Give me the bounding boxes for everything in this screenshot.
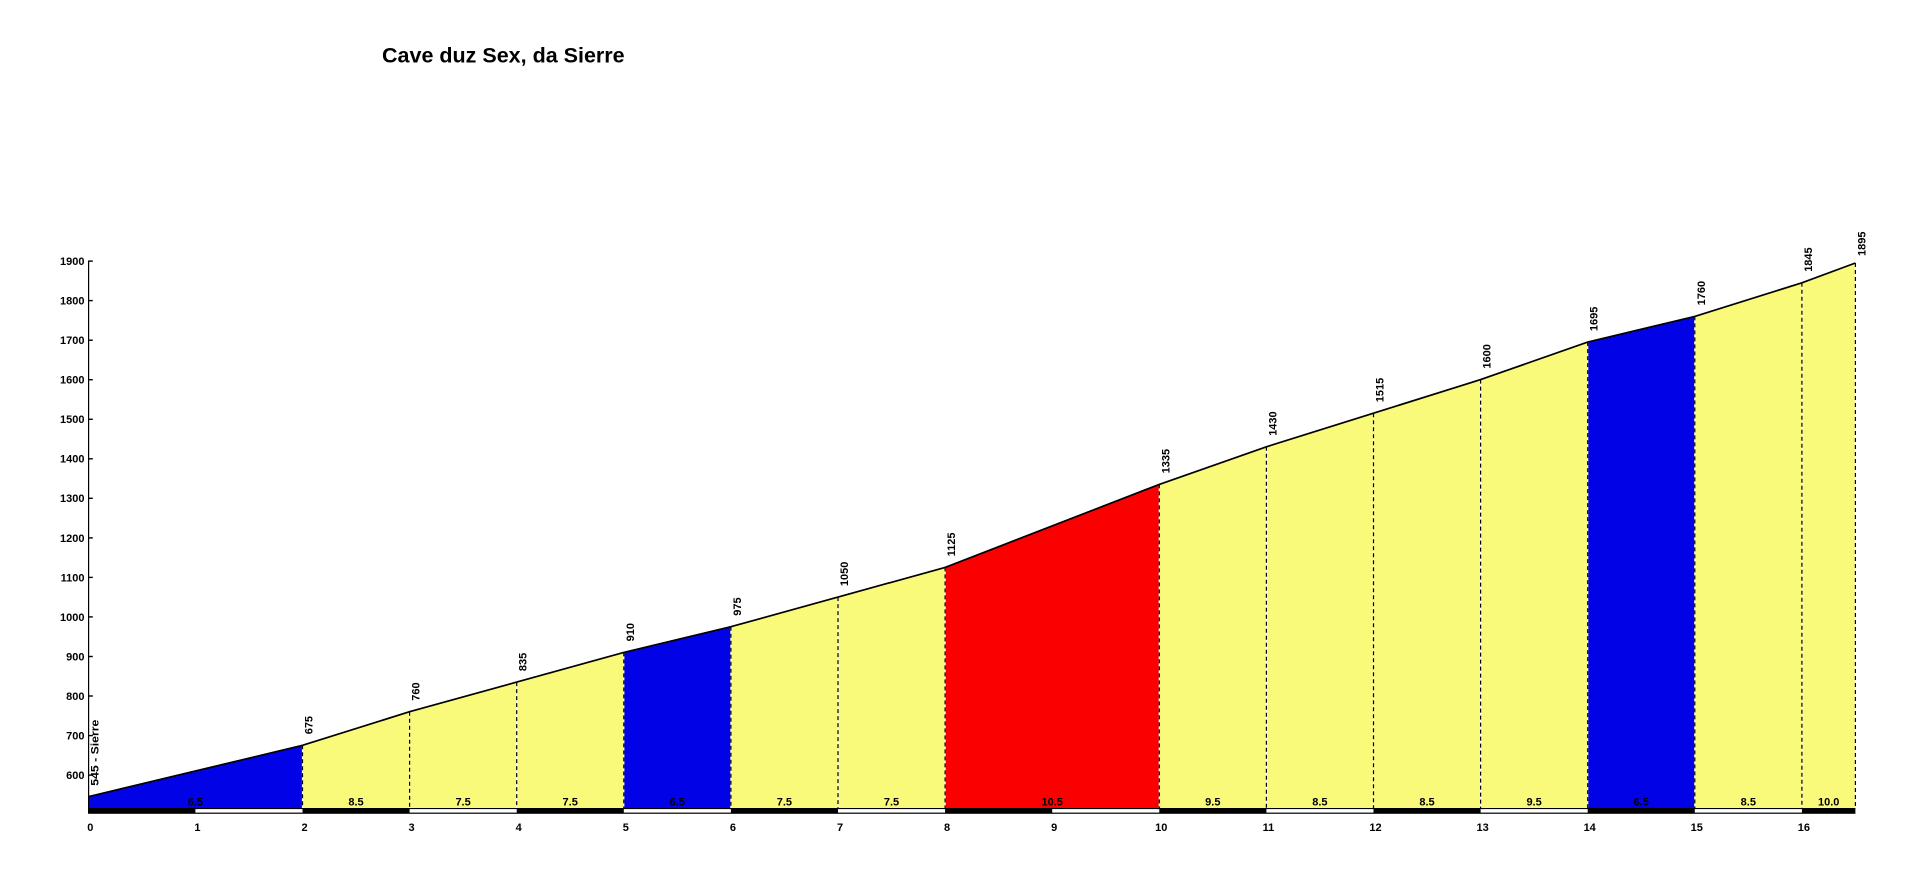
svg-text:1200: 1200	[60, 533, 84, 545]
svg-text:1050: 1050	[839, 562, 851, 586]
svg-text:3: 3	[409, 822, 415, 834]
svg-text:1125: 1125	[946, 533, 958, 557]
svg-text:1760: 1760	[1696, 281, 1708, 305]
svg-text:11: 11	[1263, 822, 1275, 834]
svg-text:0: 0	[87, 822, 93, 834]
svg-text:900: 900	[66, 651, 84, 663]
svg-text:1400: 1400	[60, 454, 84, 466]
svg-text:675: 675	[304, 716, 316, 734]
svg-text:8.5: 8.5	[1312, 797, 1327, 809]
svg-text:4: 4	[516, 822, 523, 834]
svg-text:8.5: 8.5	[348, 797, 363, 809]
svg-text:835: 835	[518, 653, 530, 671]
svg-text:2: 2	[301, 822, 307, 834]
svg-text:1430: 1430	[1267, 411, 1279, 435]
svg-text:6.5: 6.5	[1634, 797, 1649, 809]
svg-text:1515: 1515	[1375, 378, 1387, 402]
svg-text:10: 10	[1155, 822, 1167, 834]
svg-text:1100: 1100	[61, 572, 85, 584]
svg-text:1900: 1900	[60, 256, 84, 268]
svg-text:1335: 1335	[1160, 449, 1172, 473]
svg-text:Cave duz Sex, da Sierre: Cave duz Sex, da Sierre	[382, 44, 625, 68]
svg-text:7: 7	[837, 822, 843, 834]
svg-text:10.0: 10.0	[1818, 797, 1839, 809]
svg-text:1500: 1500	[60, 414, 84, 426]
svg-text:6.5: 6.5	[188, 797, 203, 809]
svg-text:15: 15	[1691, 822, 1703, 834]
svg-text:9.5: 9.5	[1526, 797, 1541, 809]
svg-text:12: 12	[1369, 822, 1381, 834]
svg-text:16: 16	[1798, 822, 1810, 834]
svg-text:800: 800	[66, 691, 84, 703]
svg-text:700: 700	[66, 731, 84, 743]
svg-text:1695: 1695	[1589, 307, 1601, 331]
svg-text:8: 8	[944, 822, 950, 834]
svg-text:1600: 1600	[60, 375, 84, 387]
svg-text:7.5: 7.5	[777, 797, 792, 809]
svg-text:1: 1	[194, 822, 200, 834]
svg-text:14: 14	[1584, 822, 1597, 834]
svg-text:760: 760	[411, 682, 423, 700]
svg-text:10.5: 10.5	[1041, 797, 1062, 809]
svg-text:1000: 1000	[60, 612, 84, 624]
svg-text:9.5: 9.5	[1205, 797, 1220, 809]
svg-text:1600: 1600	[1482, 344, 1494, 368]
svg-text:8.5: 8.5	[1741, 797, 1756, 809]
svg-text:5: 5	[623, 822, 629, 834]
svg-text:8.5: 8.5	[1419, 797, 1434, 809]
svg-text:600: 600	[66, 770, 84, 782]
svg-text:1895: 1895	[1856, 232, 1868, 256]
svg-text:7.5: 7.5	[884, 797, 899, 809]
svg-text:9: 9	[1051, 822, 1057, 834]
svg-text:1300: 1300	[60, 493, 84, 505]
svg-text:975: 975	[732, 597, 744, 615]
svg-text:1700: 1700	[60, 335, 84, 347]
svg-text:1800: 1800	[60, 296, 84, 308]
svg-text:7.5: 7.5	[563, 797, 578, 809]
svg-text:1845: 1845	[1803, 247, 1815, 271]
svg-text:6: 6	[730, 822, 736, 834]
svg-text:910: 910	[625, 623, 637, 641]
svg-text:7.5: 7.5	[455, 797, 470, 809]
svg-text:6.5: 6.5	[670, 797, 685, 809]
svg-text:545 - Sierre: 545 - Sierre	[89, 720, 101, 786]
svg-text:13: 13	[1476, 822, 1488, 834]
